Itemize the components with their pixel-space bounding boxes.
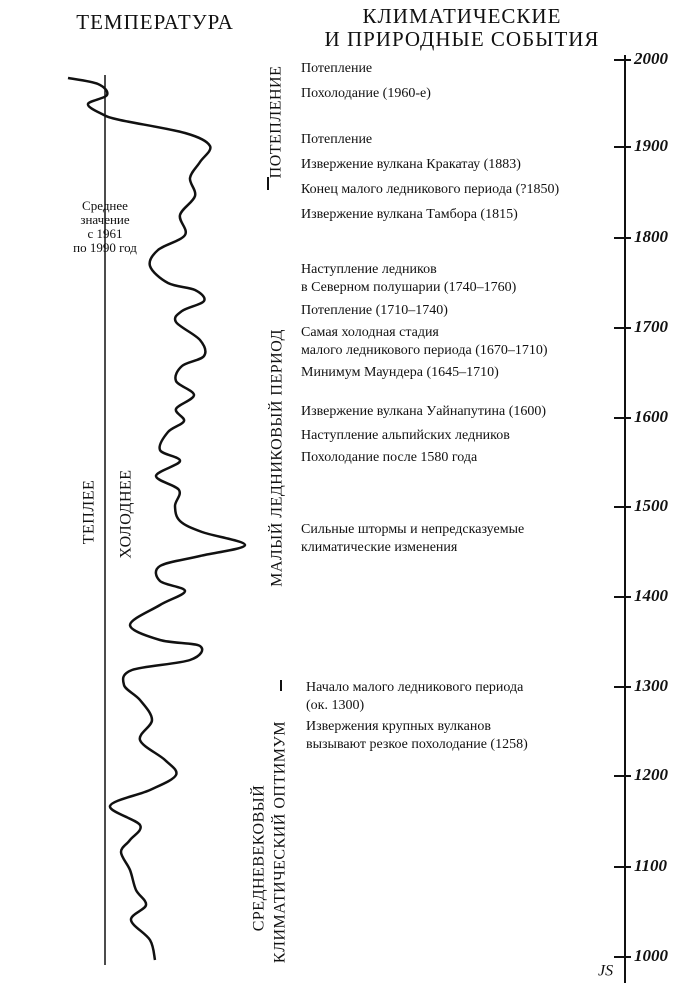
signature: JS <box>598 963 613 980</box>
event-text: Сильные штормы и непредсказуемые <box>301 522 524 537</box>
year-label: 1700 <box>634 317 669 336</box>
year-label: 1100 <box>634 856 668 875</box>
event-text: Потепление (1710–1740) <box>301 303 448 318</box>
events-heading: И ПРИРОДНЫЕ СОБЫТИЯ <box>325 27 600 51</box>
event-text: климатические изменения <box>301 540 458 555</box>
mean-label: по 1990 год <box>73 240 137 255</box>
mean-label: Среднее <box>82 198 128 213</box>
event-text: Потепление <box>301 132 372 147</box>
event-text: вызывают резкое похолодание (1258) <box>306 737 528 752</box>
event-text: (ок. 1300) <box>306 698 364 713</box>
mean-label: с 1961 <box>87 226 122 241</box>
year-label: 1900 <box>634 136 669 155</box>
colder-label: ХОЛОДНЕЕ <box>118 469 135 558</box>
year-label: 1300 <box>634 676 669 695</box>
event-text: Похолодание после 1580 года <box>301 450 478 465</box>
period-label: МАЛЫЙ ЛЕДНИКОВЫЙ ПЕРИОД <box>267 329 286 587</box>
event-text: малого ледникового периода (1670–1710) <box>301 343 548 358</box>
year-label: 1800 <box>634 227 669 246</box>
event-text: Минимум Маундера (1645–1710) <box>301 365 499 380</box>
warmer-label: ТЕПЛЕЕ <box>81 480 98 545</box>
temperature-heading: ТЕМПЕРАТУРА <box>76 10 234 34</box>
year-label: 1600 <box>634 407 669 426</box>
event-text: Извержение вулкана Уайнапутина (1600) <box>301 404 546 419</box>
event-text: Извержения крупных вулканов <box>306 719 491 734</box>
event-text: Конец малого ледникового периода (?1850) <box>301 182 559 197</box>
event-text: Наступление ледников <box>301 262 437 277</box>
event-text: Наступление альпийских ледников <box>301 428 510 443</box>
period-label: ПОТЕПЛЕНИЕ <box>268 66 285 179</box>
event-text: Начало малого ледникового периода <box>306 680 524 695</box>
period-label: КЛИМАТИЧЕСКИЙ ОПТИМУМ <box>270 721 289 963</box>
year-label: 1000 <box>634 946 669 965</box>
event-text: Самая холодная стадия <box>301 325 439 340</box>
mean-label: значение <box>80 212 130 227</box>
period-label: СРЕДНЕВЕКОВЫЙ <box>249 785 268 932</box>
events-heading: КЛИМАТИЧЕСКИЕ <box>363 4 562 28</box>
event-text: Потепление <box>301 61 372 76</box>
year-label: 1500 <box>634 496 669 515</box>
event-text: Похолодание (1960-е) <box>301 86 431 101</box>
event-text: в Северном полушарии (1740–1760) <box>301 280 517 295</box>
year-label: 1200 <box>634 765 669 784</box>
year-label: 2000 <box>633 49 669 68</box>
year-label: 1400 <box>634 586 669 605</box>
event-text: Извержение вулкана Тамбора (1815) <box>301 207 518 222</box>
event-text: Извержение вулкана Кракатау (1883) <box>301 157 521 172</box>
temperature-curve <box>67 76 247 961</box>
